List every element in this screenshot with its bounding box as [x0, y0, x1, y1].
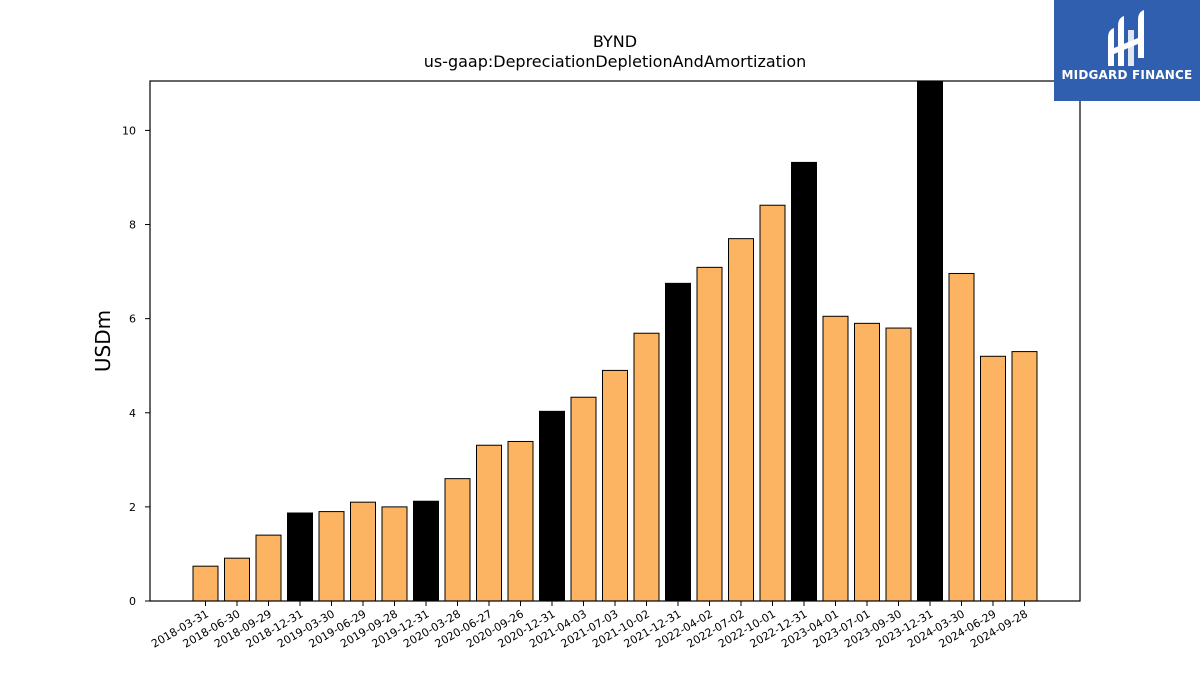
bar [885, 327, 912, 602]
bar [980, 355, 1006, 602]
bar [381, 506, 408, 602]
bar [696, 266, 723, 602]
bar [602, 369, 628, 602]
bar [822, 315, 849, 602]
y-tick-label: 10 [122, 124, 136, 137]
y-axis-label: USDm [91, 310, 115, 372]
logo-text: MIDGARD FINANCE [1061, 68, 1193, 82]
bar [507, 440, 534, 602]
y-tick-label: 2 [129, 501, 136, 514]
y-tick-label: 0 [129, 595, 136, 608]
bar [665, 282, 691, 602]
chart-subtitle: us-gaap:DepreciationDepletionAndAmortiza… [423, 52, 807, 71]
midgard-finance-logo: MIDGARD FINANCE [1054, 0, 1200, 101]
bar [791, 161, 817, 602]
bar [318, 511, 345, 602]
bar [539, 410, 565, 602]
bar [570, 396, 597, 602]
bar [255, 534, 282, 602]
bar [192, 565, 219, 602]
bar [759, 204, 786, 602]
bar [728, 238, 754, 602]
bar [350, 501, 376, 602]
bar [1011, 351, 1038, 602]
bar [224, 557, 250, 602]
bar [476, 444, 502, 602]
chart-title: BYND [592, 32, 638, 51]
bar [917, 80, 943, 602]
bar [287, 512, 313, 602]
y-tick-label: 4 [129, 407, 136, 420]
y-tick-label: 8 [129, 219, 136, 232]
bar [444, 478, 471, 602]
y-tick-label: 6 [129, 313, 136, 326]
bar [413, 500, 439, 602]
bar [633, 332, 660, 602]
logo-mark-icon [1108, 10, 1144, 66]
bar [854, 322, 880, 602]
bar [948, 272, 975, 602]
